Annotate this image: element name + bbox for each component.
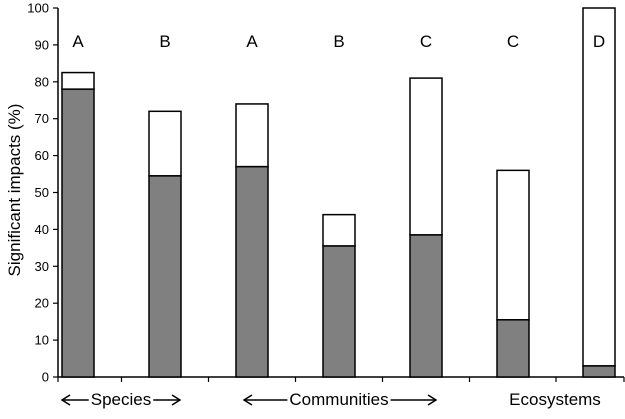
group-labels: Species Communities Ecosystems — [60, 390, 601, 409]
bar-lower-segment — [235, 165, 269, 378]
group-label-ecosystems: Ecosystems — [509, 390, 601, 409]
significance-letter: A — [246, 32, 258, 51]
y-tick-label: 60 — [35, 148, 49, 163]
group-label-communities: Communities — [242, 390, 438, 409]
bar-lower-segment — [322, 245, 356, 378]
bar-upper-segment — [409, 77, 443, 236]
bar-upper-segment — [235, 103, 269, 168]
y-tick-label: 0 — [42, 370, 49, 385]
left-arrow-icon — [242, 394, 253, 406]
left-arrow-icon — [60, 394, 71, 406]
bar-upper-segment — [496, 169, 530, 321]
bar-lower-segment — [148, 175, 182, 378]
bar-upper-segment — [322, 213, 356, 247]
y-tick-label: 50 — [35, 185, 49, 200]
significance-letter: B — [159, 32, 170, 51]
y-tick-label: 70 — [35, 111, 49, 126]
y-tick-label: 40 — [35, 222, 49, 237]
y-tick-label: 30 — [35, 259, 49, 274]
bar-lower-segment — [582, 365, 616, 378]
group-label-text: Ecosystems — [509, 390, 601, 409]
group-label-text: Species — [91, 390, 151, 409]
right-arrow-icon — [427, 394, 438, 406]
bar-upper-segment — [61, 71, 95, 90]
bar-lower-segment — [496, 319, 530, 378]
bar-lower-segment — [61, 88, 95, 378]
y-tick-label: 100 — [27, 1, 49, 16]
significance-letter: D — [593, 32, 605, 51]
y-tick-label: 90 — [35, 37, 49, 52]
bar-upper-segment — [148, 110, 182, 177]
group-label-species: Species — [60, 390, 182, 409]
right-arrow-icon — [171, 394, 182, 406]
significance-letter: B — [333, 32, 344, 51]
significance-letter: C — [420, 32, 432, 51]
y-tick-label: 20 — [35, 296, 49, 311]
significance-letter: C — [507, 32, 519, 51]
group-label-text: Communities — [289, 390, 388, 409]
bar-upper-segment — [582, 7, 616, 367]
bars — [61, 7, 616, 378]
bar-lower-segment — [409, 234, 443, 378]
y-axis-label: Significant impacts (%) — [5, 104, 24, 277]
y-tick-label: 80 — [35, 74, 49, 89]
y-tick-label: 10 — [35, 333, 49, 348]
significance-letter: A — [72, 32, 84, 51]
